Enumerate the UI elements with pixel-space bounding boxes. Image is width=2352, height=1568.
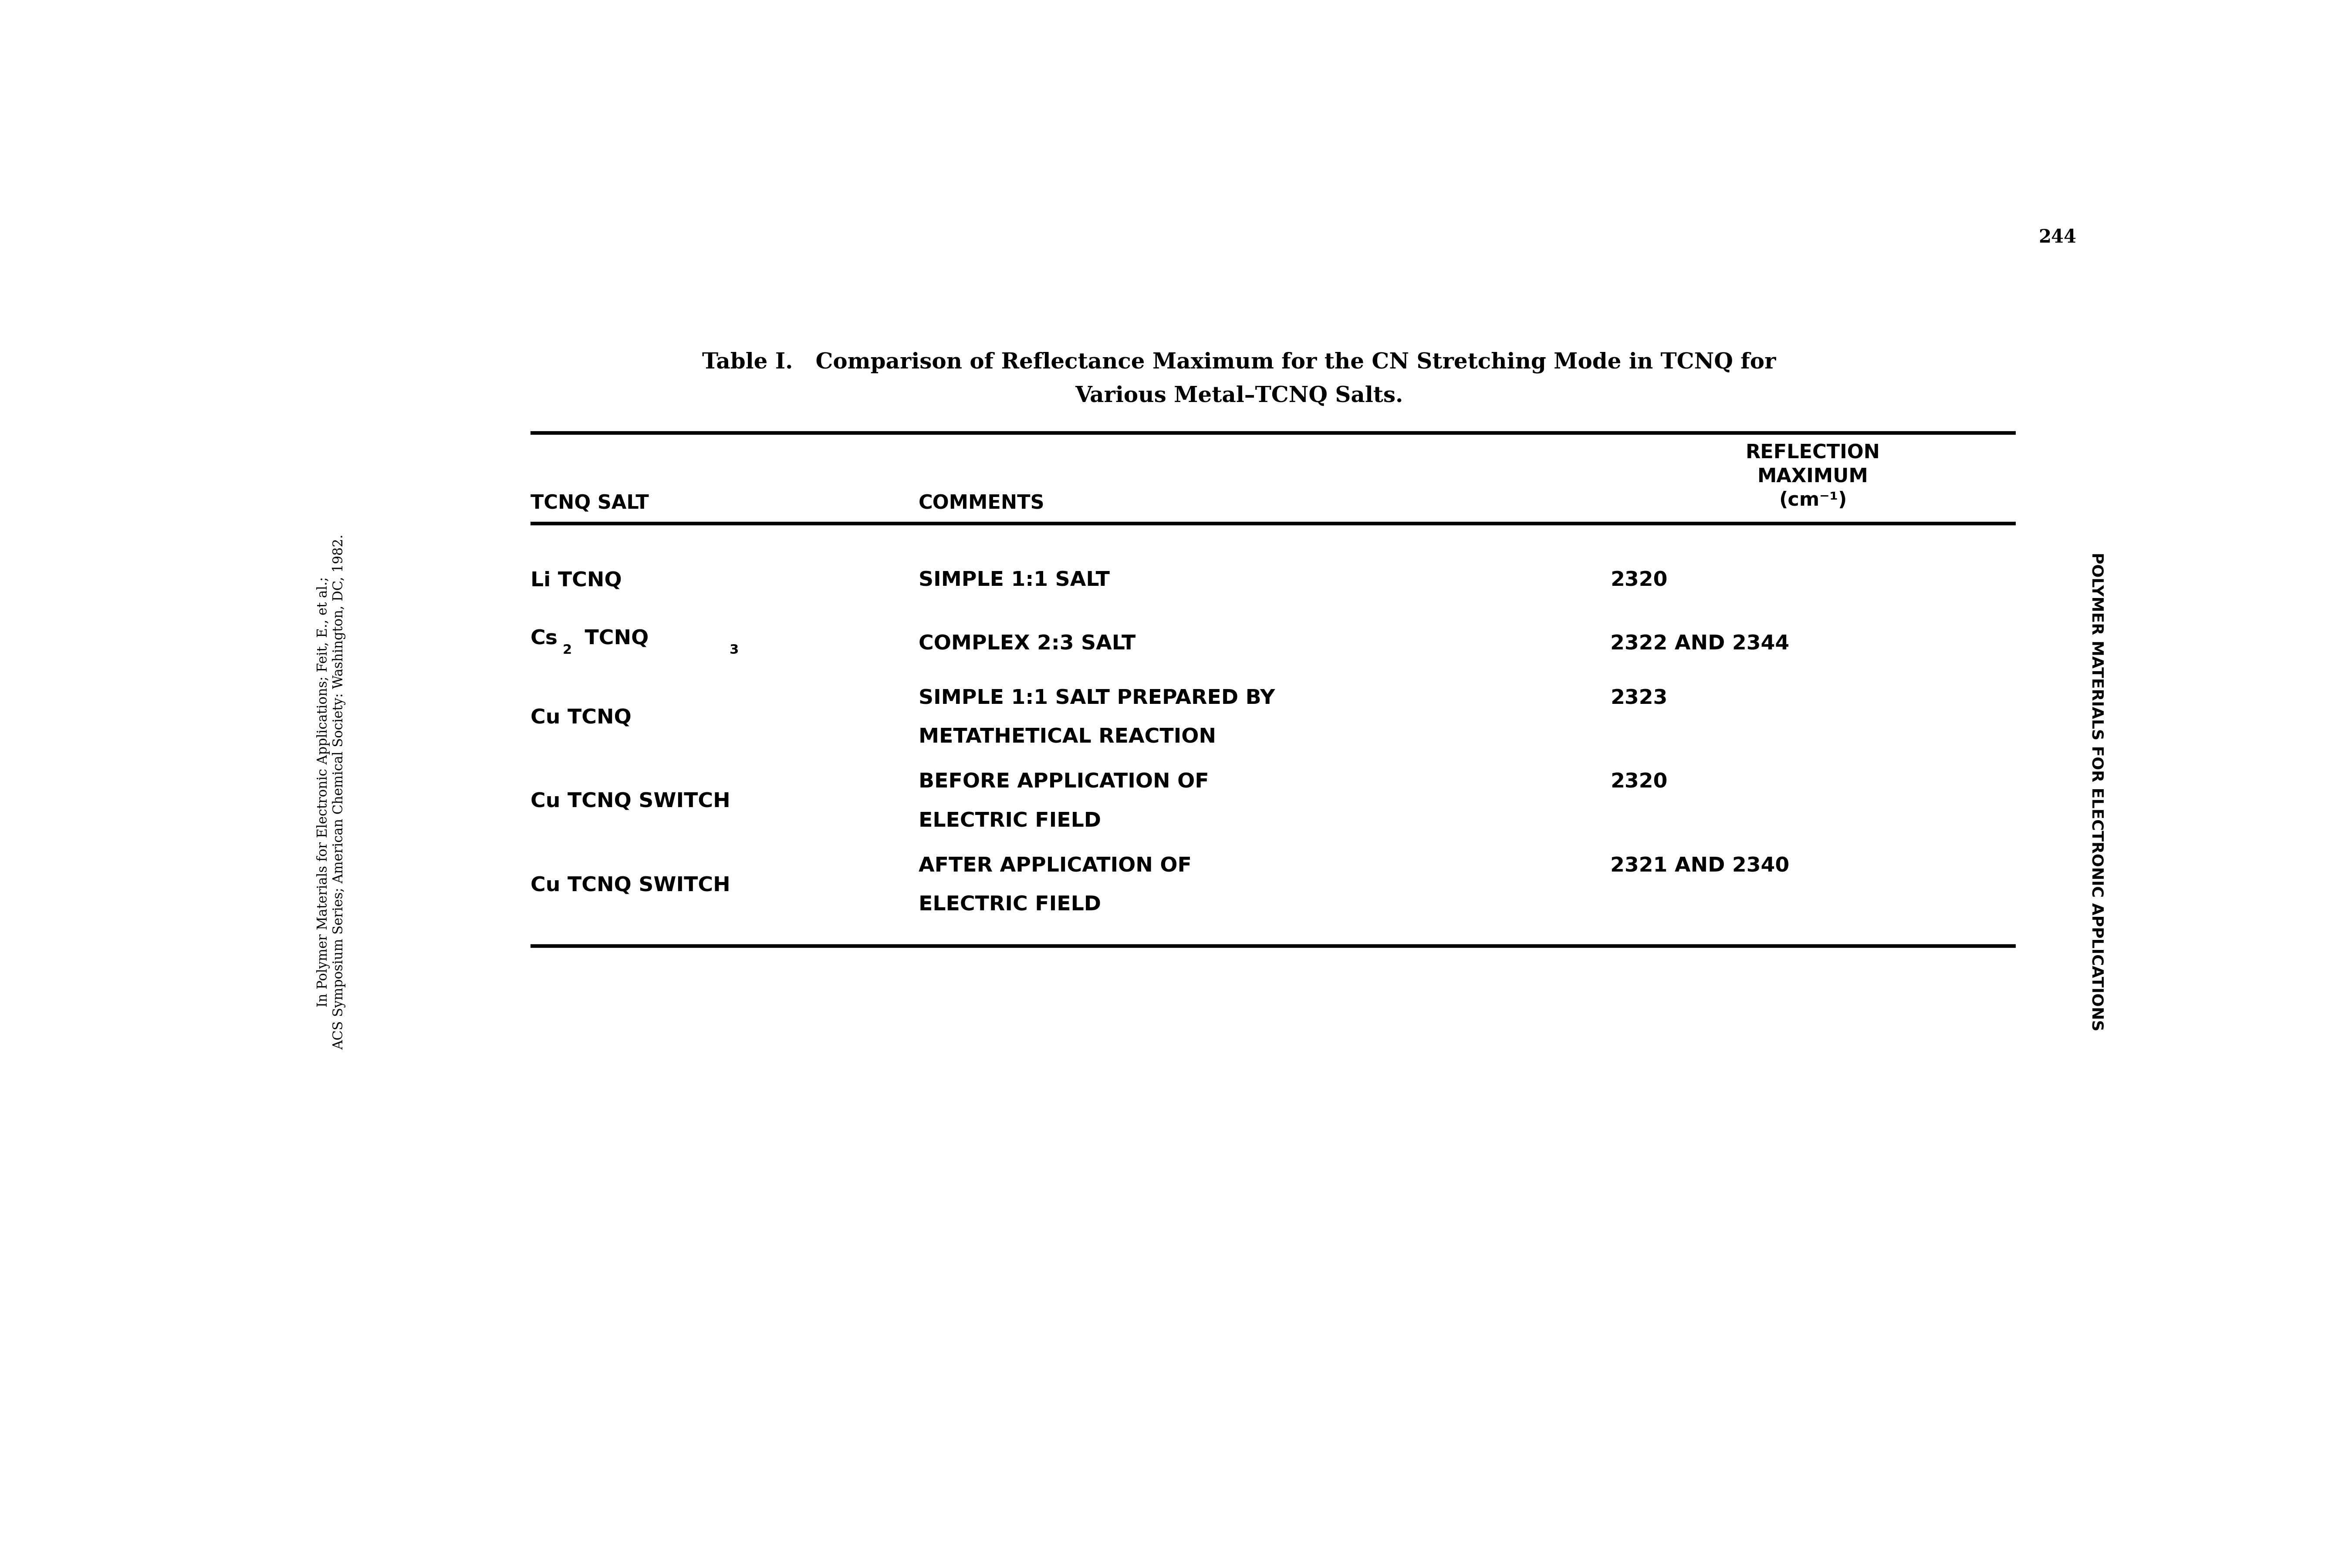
Text: METATHETICAL REACTION: METATHETICAL REACTION	[920, 728, 1216, 748]
Text: (cm⁻¹): (cm⁻¹)	[1778, 491, 1846, 510]
Text: 2320: 2320	[1611, 773, 1668, 792]
Text: TCNQ: TCNQ	[579, 629, 649, 649]
Text: SIMPLE 1:1 SALT: SIMPLE 1:1 SALT	[920, 571, 1110, 591]
Text: BEFORE APPLICATION OF: BEFORE APPLICATION OF	[920, 773, 1209, 792]
Text: Li TCNQ: Li TCNQ	[529, 571, 621, 591]
Text: 2322 AND 2344: 2322 AND 2344	[1611, 635, 1790, 654]
Text: ELECTRIC FIELD: ELECTRIC FIELD	[920, 812, 1101, 831]
Text: AFTER APPLICATION OF: AFTER APPLICATION OF	[920, 856, 1192, 877]
Text: REFLECTION: REFLECTION	[1745, 444, 1879, 463]
Text: COMMENTS: COMMENTS	[920, 494, 1044, 513]
Text: In Polymer Materials for Electronic Applications; Feit, E., et al.;
ACS Symposiu: In Polymer Materials for Electronic Appl…	[318, 535, 346, 1049]
Text: TCNQ SALT: TCNQ SALT	[529, 494, 649, 513]
Text: 2320: 2320	[1611, 571, 1668, 591]
Text: 244: 244	[2039, 229, 2077, 246]
Text: Cu TCNQ: Cu TCNQ	[529, 709, 630, 728]
Text: 2323: 2323	[1611, 688, 1668, 709]
Text: 3: 3	[729, 643, 739, 657]
Text: 2321 AND 2340: 2321 AND 2340	[1611, 856, 1790, 877]
Text: SIMPLE 1:1 SALT PREPARED BY: SIMPLE 1:1 SALT PREPARED BY	[920, 688, 1275, 709]
Text: Cs: Cs	[529, 629, 557, 649]
Text: Table I.   Comparison of Reflectance Maximum for the CN Stretching Mode in TCNQ : Table I. Comparison of Reflectance Maxim…	[703, 351, 1776, 373]
Text: Cu TCNQ SWITCH: Cu TCNQ SWITCH	[529, 877, 729, 895]
Text: COMPLEX 2:3 SALT: COMPLEX 2:3 SALT	[920, 635, 1136, 654]
Text: MAXIMUM: MAXIMUM	[1757, 467, 1867, 486]
Text: POLYMER MATERIALS FOR ELECTRONIC APPLICATIONS: POLYMER MATERIALS FOR ELECTRONIC APPLICA…	[2089, 552, 2105, 1032]
Text: Various Metal–TCNQ Salts.: Various Metal–TCNQ Salts.	[1075, 386, 1404, 406]
Text: ELECTRIC FIELD: ELECTRIC FIELD	[920, 895, 1101, 916]
Text: 2: 2	[562, 643, 572, 657]
Text: Cu TCNQ SWITCH: Cu TCNQ SWITCH	[529, 792, 729, 812]
